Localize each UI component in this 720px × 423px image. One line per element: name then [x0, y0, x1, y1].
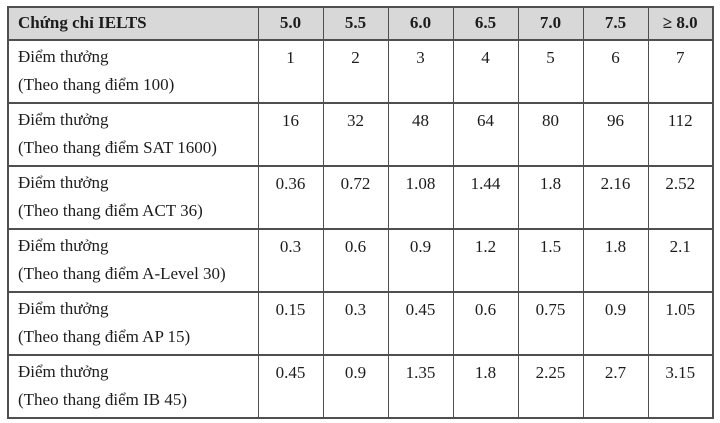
score-value: 0.15 — [257, 291, 324, 356]
table-row: Điểm thưởng (Theo thang điểm ACT 36) 0.36 0… — [7, 165, 714, 230]
score-value: 0.45 — [257, 354, 324, 419]
score-value: 112 — [647, 102, 714, 167]
table-row: Điểm thưởng (Theo thang điểm A-Level 30) 0… — [7, 228, 714, 293]
score-value: 96 — [582, 102, 649, 167]
row-label-line2: (Theo thang điểm SAT 1600) — [18, 138, 217, 158]
score-value: 48 — [387, 102, 454, 167]
row-label-line1: Điểm thưởng — [18, 173, 109, 192]
score-value: 16 — [257, 102, 324, 167]
ielts-bonus-table: Chứng chỉ IELTS 5.0 5.5 6.0 6.5 7.0 7.5 ≥ 8.0 … — [7, 6, 714, 419]
score-value: 0.9 — [322, 354, 389, 419]
score-value: 0.75 — [517, 291, 584, 356]
score-value: 32 — [322, 102, 389, 167]
score-value: 3 — [387, 39, 454, 104]
score-value: 1 — [257, 39, 324, 104]
row-label: Điểm thưởng (Theo thang điểm AP 15) — [7, 291, 259, 356]
score-value: 2 — [322, 39, 389, 104]
row-label-line2: (Theo thang điểm 100) — [18, 75, 175, 95]
score-value: 1.2 — [452, 228, 519, 293]
header-cell-score-0: 5.0 — [257, 6, 324, 41]
row-label-line1: Điểm thưởng — [18, 110, 109, 129]
table-row: Điểm thưởng (Theo thang điểm IB 45) 0.45 0.… — [7, 354, 714, 419]
row-label-line1: Điểm thưởng — [18, 236, 109, 255]
table-header: Chứng chỉ IELTS 5.0 5.5 6.0 6.5 7.0 7.5 ≥ 8.0 — [7, 6, 714, 41]
score-value: 5 — [517, 39, 584, 104]
table-row: Điểm thưởng (Theo thang điểm 100) 1 2 3 4 5 6 7 — [7, 39, 714, 104]
row-label-line2: (Theo thang điểm A-Level 30) — [18, 264, 226, 284]
table-row: Điểm thưởng (Theo thang điểm SAT 1600) 16 3… — [7, 102, 714, 167]
score-value: 1.44 — [452, 165, 519, 230]
header-cell-score-6: ≥ 8.0 — [647, 6, 714, 41]
score-value: 0.45 — [387, 291, 454, 356]
score-value: 0.6 — [452, 291, 519, 356]
score-value: 1.35 — [387, 354, 454, 419]
header-cell-ielts-certificate: Chứng chỉ IELTS — [7, 6, 259, 41]
header-row: Chứng chỉ IELTS 5.0 5.5 6.0 6.5 7.0 7.5 ≥ 8.0 — [7, 6, 714, 41]
score-value: 3.15 — [647, 354, 714, 419]
row-label-line2: (Theo thang điểm AP 15) — [18, 327, 191, 347]
score-value: 0.6 — [322, 228, 389, 293]
header-cell-score-4: 7.0 — [517, 6, 584, 41]
row-label-line2: (Theo thang điểm ACT 36) — [18, 201, 203, 221]
score-value: 2.7 — [582, 354, 649, 419]
score-value: 1.5 — [517, 228, 584, 293]
header-cell-score-3: 6.5 — [452, 6, 519, 41]
score-value: 0.3 — [257, 228, 324, 293]
score-value: 2.52 — [647, 165, 714, 230]
score-value: 1.08 — [387, 165, 454, 230]
score-value: 80 — [517, 102, 584, 167]
header-cell-score-1: 5.5 — [322, 6, 389, 41]
score-value: 2.1 — [647, 228, 714, 293]
score-value: 0.3 — [322, 291, 389, 356]
score-value: 0.36 — [257, 165, 324, 230]
header-cell-score-5: 7.5 — [582, 6, 649, 41]
table-row: Điểm thưởng (Theo thang điểm AP 15) 0.15 0.… — [7, 291, 714, 356]
row-label-line1: Điểm thưởng — [18, 299, 109, 318]
score-value: 1.8 — [452, 354, 519, 419]
score-value: 1.8 — [517, 165, 584, 230]
score-value: 1.8 — [582, 228, 649, 293]
row-label: Điểm thưởng (Theo thang điểm IB 45) — [7, 354, 259, 419]
table-body: Điểm thưởng (Theo thang điểm 100) 1 2 3 4 5 6 7 Đ… — [7, 39, 714, 419]
score-value: 0.72 — [322, 165, 389, 230]
score-value: 2.16 — [582, 165, 649, 230]
score-value: 6 — [582, 39, 649, 104]
row-label: Điểm thưởng (Theo thang điểm ACT 36) — [7, 165, 259, 230]
row-label-line2: (Theo thang điểm IB 45) — [18, 390, 188, 410]
row-label-line1: Điểm thưởng — [18, 362, 109, 381]
row-label: Điểm thưởng (Theo thang điểm SAT 1600) — [7, 102, 259, 167]
row-label: Điểm thưởng (Theo thang điểm A-Level 30) — [7, 228, 259, 293]
score-value: 2.25 — [517, 354, 584, 419]
score-value: 7 — [647, 39, 714, 104]
score-value: 4 — [452, 39, 519, 104]
score-value: 1.05 — [647, 291, 714, 356]
row-label: Điểm thưởng (Theo thang điểm 100) — [7, 39, 259, 104]
score-value: 0.9 — [582, 291, 649, 356]
row-label-line1: Điểm thưởng — [18, 47, 109, 66]
score-value: 0.9 — [387, 228, 454, 293]
header-cell-score-2: 6.0 — [387, 6, 454, 41]
score-value: 64 — [452, 102, 519, 167]
